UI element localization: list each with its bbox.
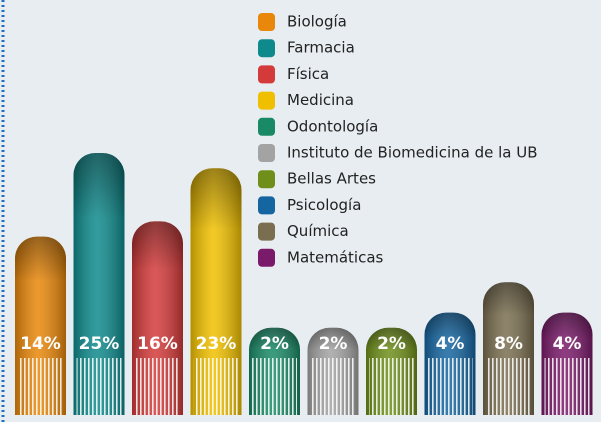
value-label: 14% xyxy=(20,334,61,354)
legend-swatch xyxy=(258,170,275,189)
legend-swatch xyxy=(258,39,275,58)
legend-swatch xyxy=(258,13,275,31)
legend-label: Instituto de Biomedicina de la UB xyxy=(287,144,538,162)
value-label: 8% xyxy=(494,334,523,354)
bar-stripes xyxy=(76,358,122,415)
value-label: 2% xyxy=(377,334,406,354)
legend-swatch xyxy=(258,196,275,215)
bar-top-shade xyxy=(73,153,125,415)
value-label: 4% xyxy=(553,334,582,354)
legend-label: Biología xyxy=(287,13,347,31)
bar-stripes xyxy=(193,358,239,415)
legend-label: Bellas Artes xyxy=(287,170,376,188)
value-label: 4% xyxy=(436,334,465,354)
legend-swatch xyxy=(258,222,275,241)
legend-swatch xyxy=(258,248,275,267)
legend-label: Psicología xyxy=(287,196,361,214)
legend-swatch xyxy=(258,65,275,84)
legend-label: Medicina xyxy=(287,91,354,109)
legend-swatch xyxy=(258,144,275,162)
legend-label: Matemáticas xyxy=(287,248,384,266)
bar-stripes xyxy=(544,358,590,415)
bar-top-shade xyxy=(190,168,242,415)
legend-swatch xyxy=(258,117,275,136)
bar-stripes xyxy=(252,358,297,415)
value-label: 25% xyxy=(79,334,120,354)
legend-swatch xyxy=(258,91,275,110)
value-label: 16% xyxy=(137,334,178,354)
bar-stripes xyxy=(310,358,356,415)
value-label: 23% xyxy=(196,334,237,354)
bar-stripes xyxy=(18,358,63,415)
bar-stripes xyxy=(427,358,473,415)
legend-label: Química xyxy=(287,222,349,240)
legend-label: Física xyxy=(287,65,329,83)
bar-stripes xyxy=(369,358,414,415)
value-label: 2% xyxy=(319,334,348,354)
value-label: 2% xyxy=(260,334,289,354)
legend-label: Farmacia xyxy=(287,39,355,57)
bar-stripes xyxy=(135,358,180,415)
legend-label: Odontología xyxy=(287,117,378,135)
bar-stripes xyxy=(486,358,531,415)
